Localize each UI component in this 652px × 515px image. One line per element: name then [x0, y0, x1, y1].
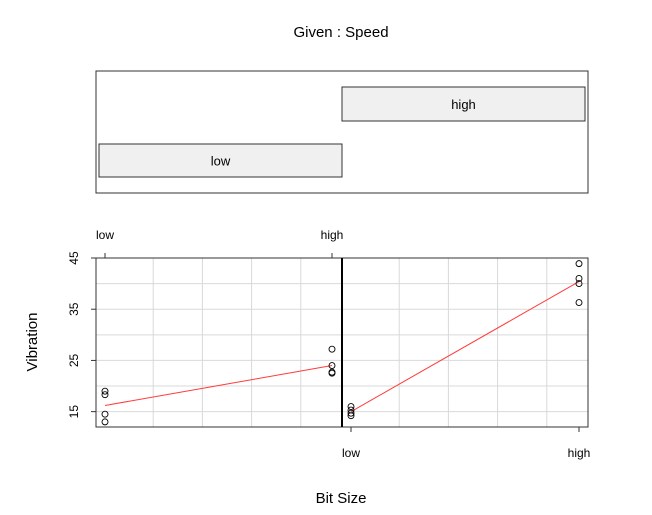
- x-axis-label: Bit Size: [316, 490, 367, 507]
- data-point: [347, 403, 355, 410]
- fit-line-high: [350, 281, 580, 413]
- y-tick-label: 15: [67, 405, 81, 419]
- given-bar-high: [341, 86, 586, 122]
- data-point: [101, 418, 109, 426]
- data-point: [347, 412, 355, 420]
- fit-line-low: [104, 365, 333, 406]
- given-bar-label-low: low: [211, 154, 231, 169]
- given-panel-frame: [95, 70, 589, 194]
- y-tick-label: 35: [67, 302, 81, 316]
- data-point: [328, 362, 336, 369]
- y-axis-label: Vibration: [24, 313, 41, 372]
- data-point: [328, 369, 336, 377]
- data-point: [101, 387, 109, 395]
- given-title: Given : Speed: [293, 24, 388, 41]
- data-point: [575, 299, 583, 307]
- data-point: [575, 275, 583, 282]
- x-tick-label-top: high: [321, 228, 344, 242]
- x-tick-label-bottom: high: [568, 446, 591, 460]
- y-tick-label: 45: [67, 251, 81, 265]
- data-point: [347, 409, 355, 417]
- data-point: [328, 345, 336, 353]
- data-point: [575, 260, 583, 268]
- data-point: [101, 410, 109, 418]
- given-bar-low: [98, 143, 343, 178]
- data-point: [575, 280, 583, 288]
- x-tick-label-top: low: [96, 228, 114, 242]
- data-point: [101, 391, 109, 399]
- y-tick-label: 25: [67, 353, 81, 367]
- given-bar-label-high: high: [451, 97, 476, 112]
- x-tick-label-bottom: low: [342, 446, 360, 460]
